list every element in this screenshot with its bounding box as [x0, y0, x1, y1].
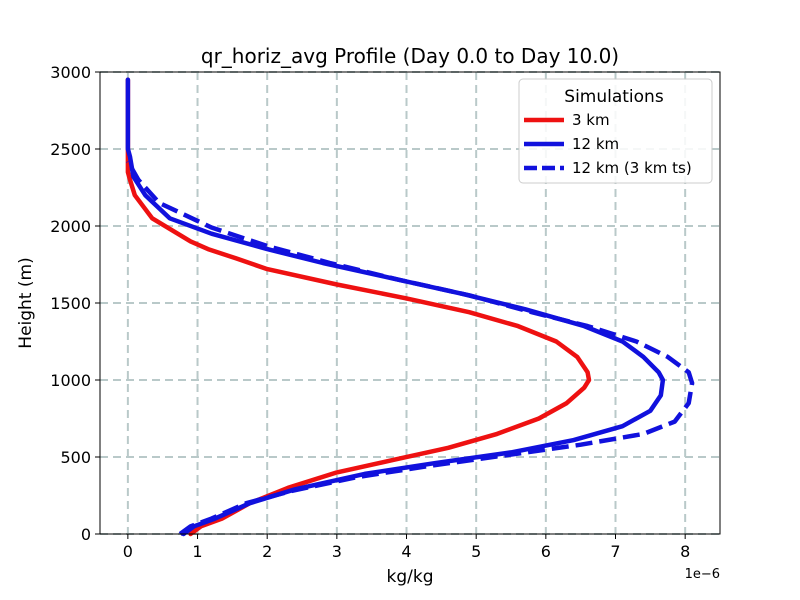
legend: Simulations 3 km 12 km 12 km (3 km ts)	[518, 78, 713, 184]
series-line-1	[125, 77, 592, 537]
y-axis: 0 500 1000 1500 2000 2500 3000	[50, 63, 100, 544]
y-tick-label: 1500	[50, 294, 91, 313]
legend-box	[518, 78, 713, 184]
y-axis-label: Height (m)	[16, 257, 36, 348]
y-tick-label: 2500	[50, 140, 91, 159]
y-tick-label: 2000	[50, 217, 91, 236]
x-tick-label: 5	[471, 542, 481, 561]
legend-label-2: 12 km	[572, 135, 619, 153]
x-tick-label: 3	[332, 542, 342, 561]
legend-entries: 3 km 12 km 12 km (3 km ts)	[524, 111, 692, 177]
x-tick-label: 2	[262, 542, 272, 561]
series-line-3	[125, 160, 695, 536]
legend-label-3: 12 km (3 km ts)	[572, 159, 692, 177]
legend-title: Simulations	[564, 87, 664, 107]
x-axis: 0 1 2 3 4 5 6 7 8	[123, 534, 690, 561]
chart-title: qr_horiz_avg Profile (Day 0.0 to Day 10.…	[201, 44, 619, 68]
series-layer	[125, 77, 695, 537]
x-axis-label: kg/kg	[387, 567, 434, 587]
y-tick-label: 500	[60, 448, 91, 467]
x-tick-label: 7	[610, 542, 620, 561]
x-tick-label: 4	[401, 542, 411, 561]
x-tick-label: 8	[680, 542, 690, 561]
y-tick-label: 1000	[50, 371, 91, 390]
x-tick-label: 6	[541, 542, 551, 561]
legend-label-1: 3 km	[572, 111, 610, 129]
x-tick-label: 1	[192, 542, 202, 561]
y-tick-label: 3000	[50, 63, 91, 82]
x-offset-label: 1e−6	[685, 567, 720, 582]
y-tick-label: 0	[81, 525, 91, 544]
x-tick-label: 0	[123, 542, 133, 561]
